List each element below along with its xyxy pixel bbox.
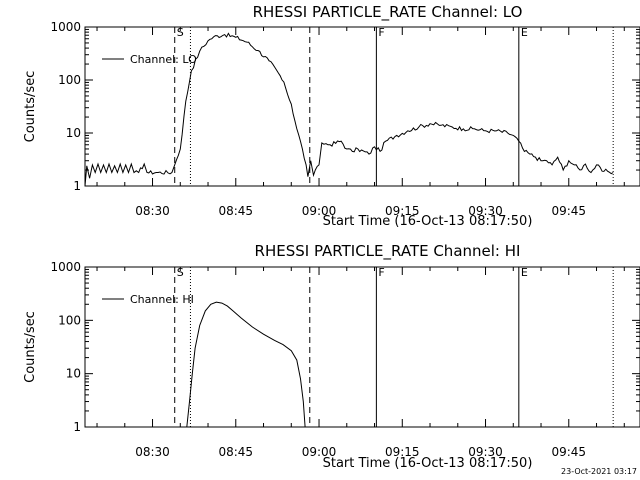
- marker-label: S: [177, 26, 184, 39]
- x-tick-label: 09:00: [302, 204, 337, 218]
- marker-label: F: [378, 26, 384, 39]
- chart-title: RHESSI PARTICLE_RATE Channel: HI: [255, 242, 521, 261]
- x-tick-label: 08:30: [135, 204, 170, 218]
- plot-frame: [84, 26, 640, 187]
- chart-lo: RHESSI PARTICLE_RATE Channel: LO Counts/s…: [23, 3, 640, 229]
- x-tick-label: 09:30: [468, 204, 503, 218]
- y-tick-label: 1000: [50, 20, 81, 34]
- legend-label: Channel: HI: [130, 293, 194, 306]
- plot-frame: [84, 266, 640, 428]
- x-tick-label: 09:45: [551, 445, 586, 459]
- y-tick-label: 1: [73, 179, 81, 193]
- x-tick-label: 09:00: [302, 445, 337, 459]
- x-tick-label: 09:15: [385, 445, 420, 459]
- marker-label: E: [521, 266, 528, 279]
- x-tick-label: 09:45: [551, 204, 586, 218]
- x-tick-label: 08:45: [218, 204, 253, 218]
- x-tick-label: 09:30: [468, 445, 503, 459]
- marker-label: S: [177, 266, 184, 279]
- marker-label: E: [521, 26, 528, 39]
- y-axis-label: Counts/sec: [23, 311, 38, 383]
- series-line: [84, 32, 614, 187]
- x-tick-label: 08:30: [135, 445, 170, 459]
- y-tick-label: 10: [66, 126, 81, 140]
- x-axis-label: Start Time (16-Oct-13 08:17:50): [323, 456, 533, 471]
- timestamp-label: 23-Oct-2021 03:17: [561, 467, 637, 476]
- y-tick-label: 1: [73, 420, 81, 434]
- y-axis-label: Counts/sec: [23, 71, 38, 143]
- y-tick-label: 100: [58, 313, 81, 327]
- marker-label: F: [378, 266, 384, 279]
- y-tick-label: 100: [58, 73, 81, 87]
- chart-title: RHESSI PARTICLE_RATE Channel: LO: [253, 3, 523, 22]
- series-line: [186, 301, 306, 428]
- x-tick-label: 09:15: [385, 204, 420, 218]
- y-tick-label: 10: [66, 367, 81, 381]
- chart-hi: RHESSI PARTICLE_RATE Channel: HI Counts/s…: [23, 242, 640, 471]
- x-tick-label: 08:45: [218, 445, 253, 459]
- legend-label: Channel: LO: [130, 53, 197, 66]
- y-tick-label: 1000: [50, 260, 81, 274]
- x-axis-label: Start Time (16-Oct-13 08:17:50): [323, 214, 533, 229]
